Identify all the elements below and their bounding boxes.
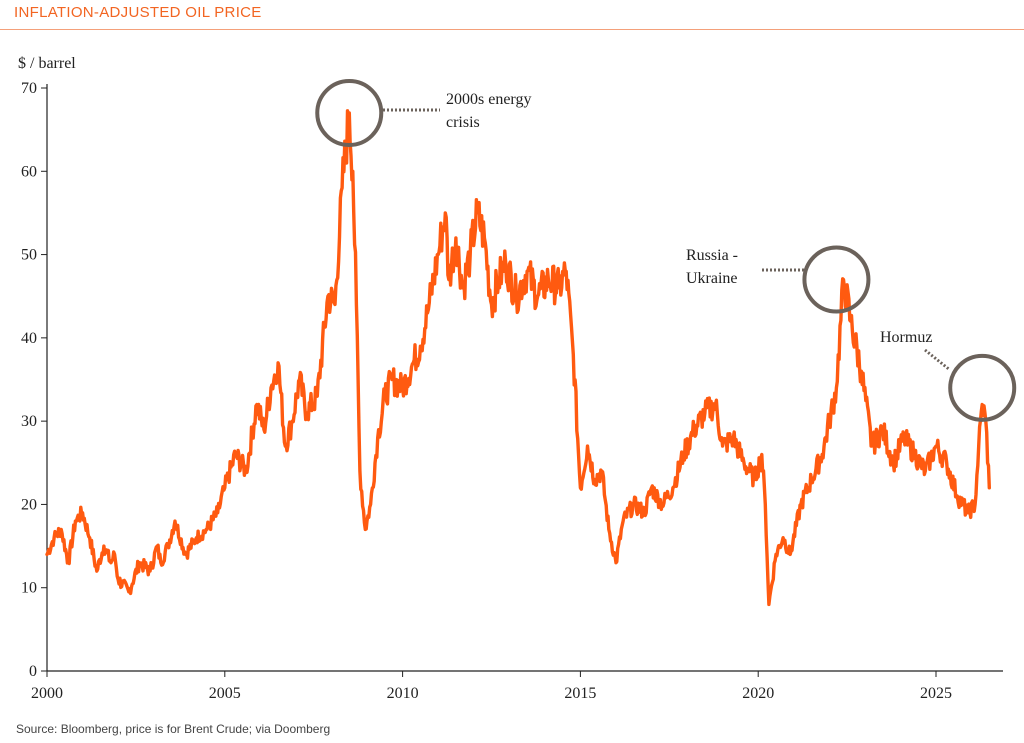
annotation-leader <box>924 348 951 372</box>
x-tick-label: 2015 <box>564 685 596 702</box>
title-divider <box>0 29 1024 30</box>
y-tick-label: 40 <box>21 330 37 347</box>
y-tick-label: 20 <box>21 496 37 513</box>
x-tick-label: 2010 <box>387 685 419 702</box>
x-tick-label: 2005 <box>209 685 241 702</box>
y-tick-label: 70 <box>21 80 37 97</box>
annotation-label: 2000s energy <box>446 91 531 108</box>
annotation-label: Hormuz <box>880 329 932 346</box>
annotation-circle <box>948 353 1017 422</box>
y-tick-label: 60 <box>21 163 37 180</box>
y-tick-label: 10 <box>21 580 37 597</box>
x-tick-label: 2025 <box>920 685 952 702</box>
x-tick-label: 2000 <box>31 685 63 702</box>
annotation-label: crisis <box>446 114 480 131</box>
chart-title: INFLATION-ADJUSTED OIL PRICE <box>14 4 262 21</box>
annotation-circle <box>802 245 871 314</box>
annotation-label: Ukraine <box>686 270 738 287</box>
y-tick-label: 0 <box>29 663 37 680</box>
series-line <box>45 109 991 607</box>
annotation-label: Russia - <box>686 247 738 264</box>
x-tick-label: 2020 <box>742 685 774 702</box>
y-tick-label: 30 <box>21 413 37 430</box>
source-note: Source: Bloomberg, price is for Brent Cr… <box>16 722 331 736</box>
y-tick-label: 50 <box>21 247 37 264</box>
y-axis-label: $ / barrel <box>18 55 76 72</box>
annotation-circle <box>315 78 384 147</box>
